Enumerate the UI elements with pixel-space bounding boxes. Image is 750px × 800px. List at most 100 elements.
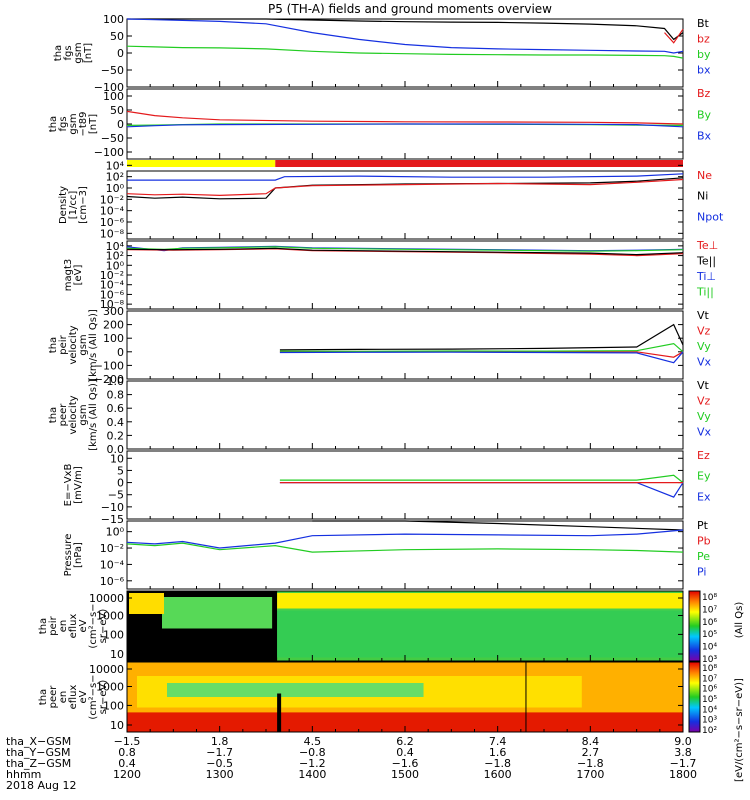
colorbar-tick-label: 10⁵: [702, 695, 717, 705]
y-axis-label: [mV/m]: [73, 466, 84, 504]
y-axis-label: [nPa]: [73, 542, 84, 568]
colorbar-tick-label: 10⁷: [702, 674, 717, 684]
panel-peir_spectrogram: 10000 1000 100 10 tha peir en eflux eV (cm²−s− sr−…: [38, 590, 684, 662]
legend-entry: Ti⊥: [696, 270, 716, 283]
legend-entry: Vz: [697, 395, 711, 408]
panel-frame: [126, 310, 684, 380]
x-row-value: −1.7: [206, 746, 233, 759]
y-tick-label: 10⁰: [106, 526, 125, 539]
legend-entry: Bt: [697, 17, 710, 30]
colorbar-tick-label: 10⁸: [702, 593, 717, 603]
x-row-value: 7.4: [489, 735, 507, 748]
legend-entry: Ez: [697, 449, 710, 462]
colorbar: [688, 661, 701, 733]
y-axis-label: peer: [48, 685, 59, 709]
x-row-value: −0.8: [299, 746, 326, 759]
legend-entry: Te||: [696, 255, 716, 268]
y-tick-label: 10⁴: [106, 159, 125, 172]
y-axis-label: peir: [48, 615, 59, 635]
y-axis-label: [km/s (All Qs)]: [88, 309, 99, 381]
colorbar-tick-label: 10⁵: [702, 630, 717, 640]
spectrogram-band: [277, 608, 683, 658]
x-row-value: 0.4: [396, 746, 414, 759]
colorbar-tick-label: 10³: [702, 716, 717, 726]
colorbar-tick-label: 10⁷: [702, 605, 717, 615]
colorbar: [688, 590, 701, 662]
y-tick-label: 0.8: [107, 389, 125, 402]
y-tick-label: 100: [103, 90, 124, 103]
y-axis-label: fgs: [63, 45, 74, 60]
series-peir_velocity-0: [279, 323, 684, 351]
y-tick-label: 10⁻⁸: [100, 227, 125, 240]
legend-entry: Vt: [697, 309, 710, 322]
x-row-value: 0.4: [118, 757, 136, 770]
y-tick-label: 10⁻²: [100, 193, 124, 206]
x-row-value: 1.8: [211, 735, 229, 748]
legend-entry: Bx: [697, 130, 712, 143]
y-tick-label: −50: [101, 132, 124, 145]
y-axis-label: [nT]: [83, 43, 94, 63]
legend-entry: Bz: [697, 87, 711, 100]
y-axis-label: gsm: [68, 113, 79, 134]
legend-entry: Pt: [697, 519, 709, 532]
y-tick-label: 10⁻⁴: [100, 279, 125, 292]
x-row-label: tha_X−GSM: [6, 735, 71, 748]
y-axis-label: velocity: [68, 325, 79, 364]
panel-frame: [126, 450, 684, 520]
series-density-2: [127, 173, 684, 181]
x-row-value: 1800: [669, 768, 697, 781]
y-axis-label: (cm²−s−: [88, 674, 99, 719]
legend-entry: Ni: [697, 190, 708, 203]
y-tick-label: 1.0: [107, 375, 125, 388]
y-tick-label: −10: [101, 501, 124, 514]
y-tick-label: 10⁰: [106, 259, 125, 272]
legend-entry: Vy: [697, 340, 711, 353]
x-row-value: 1300: [206, 768, 234, 781]
y-tick-label: 10: [110, 648, 124, 661]
y-tick-label: −100: [94, 81, 124, 94]
y-tick-label: −200: [94, 373, 124, 386]
y-tick-label: 0.6: [107, 402, 125, 415]
y-axis-label: velocity: [68, 395, 79, 434]
spectrogram-band: [277, 593, 683, 611]
series-pressure-1: [126, 529, 684, 549]
y-tick-label: −50: [101, 64, 124, 77]
legend-entry: Ti||: [696, 286, 714, 299]
legend-entry: Vx: [697, 356, 712, 369]
y-tick-label: 10⁻²: [100, 542, 124, 555]
y-axis-label: tha: [48, 407, 59, 423]
legend-entry: By: [697, 108, 712, 121]
colorbar-label: (All Qs): [734, 602, 745, 639]
y-tick-label: 50: [110, 104, 124, 117]
y-tick-label: 200: [103, 319, 124, 332]
spectrogram-gap: [525, 662, 527, 732]
y-axis-label: [nT]: [88, 114, 99, 134]
y-axis-label: [cm−3]: [78, 186, 89, 224]
x-row-value: 9.0: [674, 735, 692, 748]
spectrogram-band: [129, 593, 164, 614]
panel-peer_velocity: 1.00.80.60.40.20.0 tha peer velocity gsm [km/…: [48, 375, 712, 456]
panel-frame: [126, 380, 684, 450]
y-axis-label: Density: [58, 186, 69, 224]
y-tick-label: 10⁻⁶: [100, 288, 125, 301]
series-fgs-2: [126, 18, 684, 54]
legend-entry: Pe: [697, 550, 710, 563]
y-tick-label: 10²: [106, 250, 124, 263]
panel-frame: [126, 520, 684, 590]
colorbar-tick-label: 10⁶: [702, 685, 717, 695]
colorbar-tick-label: 10⁸: [702, 664, 717, 674]
x-row-value: −1.7: [670, 757, 697, 770]
y-tick-label: 100: [103, 332, 124, 345]
legend-entry: Vt: [697, 379, 710, 392]
legend-entry: Vz: [697, 325, 711, 338]
panel-frame: [126, 170, 684, 240]
y-tick-label: 10⁻²: [100, 269, 124, 282]
x-row-value: 1500: [391, 768, 419, 781]
y-axis-label: tha: [53, 45, 64, 61]
y-axis-label: eflux: [68, 614, 79, 639]
y-tick-label: 10000: [89, 592, 124, 605]
y-axis-label: [eV]: [73, 265, 84, 286]
